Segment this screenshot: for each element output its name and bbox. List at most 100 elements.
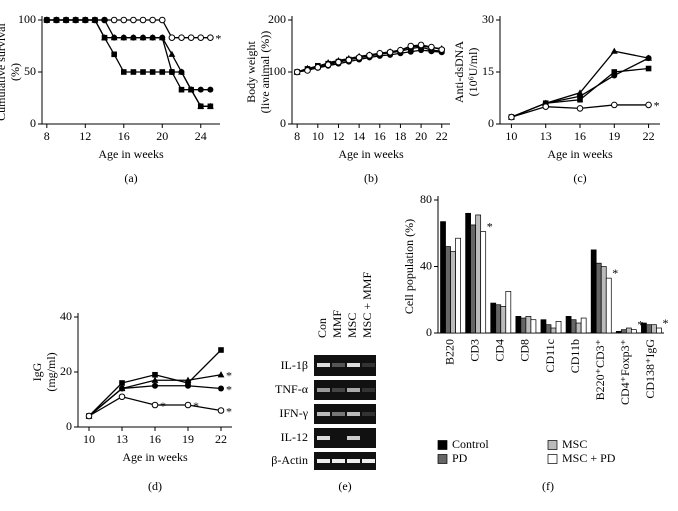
x-tick-label: CD8 bbox=[518, 339, 532, 362]
marker bbox=[119, 385, 125, 392]
x-tick-label: 22 bbox=[643, 129, 655, 143]
marker bbox=[159, 69, 166, 75]
marker bbox=[366, 52, 373, 59]
band bbox=[317, 412, 330, 416]
marker bbox=[101, 34, 108, 41]
y-axis-title: (mg/ml) bbox=[44, 352, 58, 391]
bar bbox=[520, 317, 527, 334]
marker bbox=[645, 101, 652, 109]
x-tick-label: CD3 bbox=[467, 339, 481, 362]
marker bbox=[418, 47, 425, 54]
legend-label: MSC + PD bbox=[562, 451, 616, 465]
y-tick-label: 0 bbox=[280, 116, 286, 130]
y-axis-title: Anti-dsDNA bbox=[452, 41, 466, 103]
marker bbox=[130, 69, 137, 75]
legend-label: Control bbox=[452, 437, 489, 451]
bar bbox=[490, 302, 497, 334]
marker bbox=[187, 34, 195, 41]
marker bbox=[386, 48, 394, 56]
x-axis-title: Age in weeks bbox=[547, 147, 613, 161]
marker bbox=[576, 105, 584, 112]
marker bbox=[110, 16, 118, 24]
legend-swatch bbox=[437, 454, 448, 464]
marker bbox=[207, 86, 214, 93]
x-axis-title: Age in weeks bbox=[122, 450, 188, 464]
marker bbox=[152, 382, 158, 389]
x-tick-label: 22 bbox=[215, 432, 227, 446]
y-axis-title: (live animal (%)) bbox=[258, 31, 272, 114]
marker bbox=[178, 34, 185, 41]
marker bbox=[139, 16, 147, 24]
lane-label: MSC bbox=[345, 313, 359, 338]
legend-swatch bbox=[547, 454, 558, 464]
band bbox=[362, 388, 375, 392]
marker bbox=[151, 401, 159, 409]
marker bbox=[149, 69, 156, 75]
marker bbox=[72, 17, 79, 23]
x-tick-label: 20 bbox=[415, 129, 427, 143]
x-tick-label: 16 bbox=[374, 129, 386, 143]
x-tick-label: CD138⁺IgG bbox=[643, 339, 657, 399]
marker bbox=[207, 34, 214, 41]
marker bbox=[577, 93, 583, 100]
bar bbox=[615, 330, 622, 334]
marker bbox=[168, 50, 176, 57]
band bbox=[362, 363, 375, 367]
bar bbox=[475, 214, 482, 334]
legend-swatch bbox=[547, 440, 558, 450]
x-tick-label: 8 bbox=[294, 129, 300, 143]
legend-label: MSC bbox=[562, 437, 587, 451]
marker bbox=[140, 69, 146, 75]
y-tick-label: 50 bbox=[24, 64, 36, 78]
series-line bbox=[46, 19, 211, 39]
y-tick-label: 15 bbox=[482, 64, 494, 78]
marker bbox=[159, 34, 166, 41]
band bbox=[317, 363, 330, 367]
band bbox=[332, 363, 345, 367]
y-tick-label: 0 bbox=[66, 419, 72, 433]
annotation: * bbox=[654, 99, 660, 113]
band bbox=[317, 436, 330, 440]
x-tick-label: CD11c bbox=[543, 339, 557, 373]
bar bbox=[570, 319, 577, 334]
marker bbox=[218, 347, 224, 353]
bar bbox=[525, 316, 532, 334]
annotation: * bbox=[612, 266, 618, 280]
y-tick-label: 100 bbox=[268, 64, 286, 78]
lane-label: Con bbox=[315, 318, 329, 338]
bar bbox=[450, 251, 456, 334]
gel-panel: Con MMF MSC MSC + MMF IL-1β TNF-α IFN-γ … bbox=[271, 272, 376, 493]
annotation: * bbox=[160, 399, 166, 413]
y-axis-title: Cell population (%) bbox=[402, 219, 416, 314]
bar bbox=[646, 324, 652, 334]
marker bbox=[140, 34, 147, 41]
y-tick-label: 20 bbox=[60, 364, 72, 378]
panel-label: (e) bbox=[338, 479, 351, 493]
marker bbox=[85, 412, 93, 420]
marker bbox=[345, 56, 353, 64]
bar bbox=[550, 327, 557, 334]
marker bbox=[428, 43, 435, 51]
x-tick-label: 16 bbox=[149, 432, 161, 446]
x-tick-label: 12 bbox=[332, 129, 344, 143]
bar bbox=[500, 306, 507, 334]
series-line bbox=[46, 19, 211, 91]
marker bbox=[324, 61, 332, 69]
band bbox=[332, 412, 345, 416]
x-tick-label: 24 bbox=[195, 129, 207, 143]
marker bbox=[438, 46, 446, 53]
marker bbox=[645, 55, 652, 62]
x-tick-label: 12 bbox=[79, 129, 91, 143]
band bbox=[347, 412, 360, 416]
marker bbox=[508, 113, 515, 121]
y-axis-title: Cumulative survival bbox=[0, 23, 8, 121]
marker bbox=[111, 51, 117, 58]
marker bbox=[120, 69, 127, 75]
y-tick-label: 0 bbox=[426, 325, 432, 339]
series-line bbox=[46, 19, 211, 107]
marker bbox=[111, 34, 118, 41]
panel-label: (b) bbox=[364, 171, 378, 185]
marker bbox=[178, 86, 185, 93]
marker bbox=[118, 393, 126, 401]
bar bbox=[631, 329, 637, 334]
